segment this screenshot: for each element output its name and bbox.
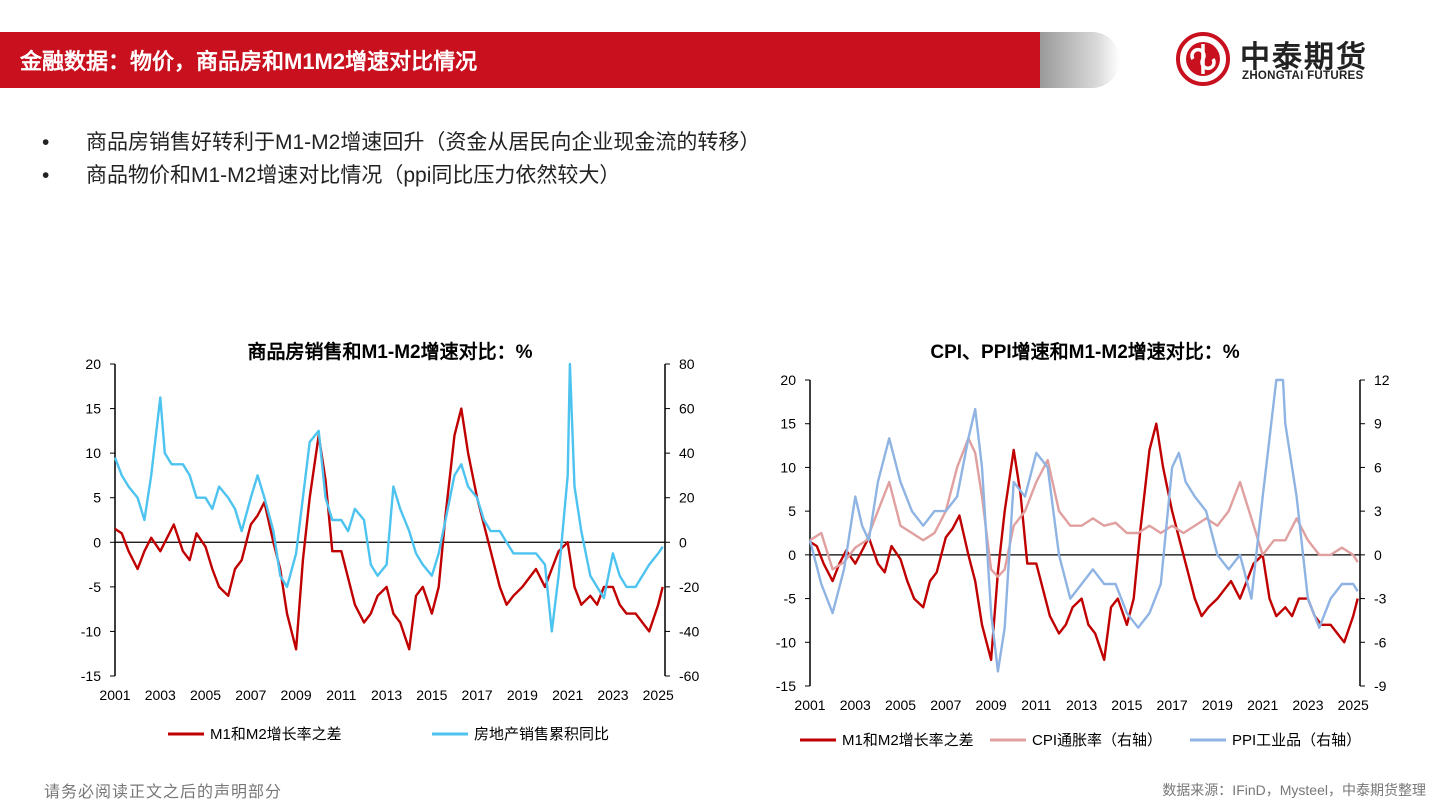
left-tick-label: 5: [93, 490, 101, 506]
right-tick-label: -60: [679, 668, 699, 684]
right-tick-label: 20: [679, 490, 695, 506]
bullet-dot-icon: •: [42, 131, 50, 154]
right-tick-label: 60: [679, 401, 695, 417]
x-tick-label: 2015: [416, 687, 447, 703]
right-tick-label: -3: [1374, 591, 1387, 607]
x-tick-label: 2013: [1066, 697, 1097, 713]
series-line: [809, 422, 1359, 661]
left-tick-label: -15: [81, 668, 101, 684]
x-tick-label: 2021: [552, 687, 583, 703]
right-tick-label: -6: [1374, 634, 1387, 650]
right-tick-label: 12: [1374, 372, 1390, 388]
x-tick-label: 2023: [1292, 697, 1323, 713]
x-tick-label: 2001: [99, 687, 130, 703]
x-tick-label: 2019: [507, 687, 538, 703]
series-line: [808, 378, 1359, 673]
source-text: 数据来源：IFinD，Mysteel，中泰期货整理: [1162, 782, 1426, 798]
left-tick-label: 15: [85, 401, 101, 417]
chart-housing-sales-vs-m1m2: 商品房销售和M1-M2增速对比：%20151050-5-10-158060402…: [81, 340, 700, 743]
bullet-text: 商品房销售好转利于M1-M2增速回升（资金从居民向企业现金流的转移）: [86, 131, 761, 154]
x-tick-label: 2015: [1111, 697, 1142, 713]
bullet-item: • 商品物价和M1-M2增速对比情况（ppi同比压力依然较大）: [42, 159, 760, 192]
bullet-text: 商品物价和M1-M2增速对比情况（ppi同比压力依然较大）: [86, 164, 621, 187]
left-tick-label: 10: [85, 445, 101, 461]
left-tick-label: -10: [776, 634, 796, 650]
x-tick-label: 2011: [326, 687, 356, 703]
x-tick-label: 2017: [1157, 697, 1188, 713]
left-tick-label: 20: [780, 372, 796, 388]
right-tick-label: 40: [679, 445, 695, 461]
left-tick-label: 0: [93, 534, 101, 550]
chart-cpi-ppi-vs-m1m2: CPI、PPI增速和M1-M2增速对比：%20151050-5-10-15129…: [776, 340, 1390, 749]
x-tick-label: 2007: [235, 687, 266, 703]
series-line: [113, 362, 664, 633]
right-tick-label: 6: [1374, 459, 1382, 475]
left-tick-label: -10: [81, 623, 101, 639]
chart-title: CPI、PPI增速和M1-M2增速对比：%: [930, 340, 1239, 363]
x-tick-label: 2009: [975, 697, 1006, 713]
title-bar: [0, 32, 1060, 88]
right-tick-label: 3: [1374, 503, 1382, 519]
x-tick-label: 2025: [643, 687, 674, 703]
disclaimer-text: 请务必阅读正文之后的声明部分: [44, 784, 283, 801]
right-tick-label: 80: [679, 356, 695, 372]
x-tick-label: 2021: [1247, 697, 1278, 713]
legend-label: M1和M2增长率之差: [210, 726, 342, 743]
series-line: [809, 437, 1359, 578]
logo-text-cn: 中泰期货: [1240, 41, 1368, 74]
series-line: [114, 407, 664, 651]
x-tick-label: 2009: [280, 687, 311, 703]
logo-text-en: ZHONGTAI FUTURES: [1242, 70, 1364, 82]
left-tick-label: 0: [788, 547, 796, 563]
legend-label: PPI工业品（右轴）: [1232, 732, 1361, 749]
x-tick-label: 2003: [145, 687, 176, 703]
legend-label: 房地产销售累积同比: [474, 726, 609, 743]
bullet-item: • 商品房销售好转利于M1-M2增速回升（资金从居民向企业现金流的转移）: [42, 126, 760, 159]
x-tick-label: 2019: [1202, 697, 1233, 713]
x-tick-label: 2007: [930, 697, 961, 713]
left-tick-label: 20: [85, 356, 101, 372]
x-tick-label: 2001: [794, 697, 825, 713]
zhongtai-logo-icon: [1176, 32, 1230, 86]
right-tick-label: 9: [1374, 416, 1382, 432]
x-tick-label: 2003: [840, 697, 871, 713]
x-tick-label: 2005: [885, 697, 916, 713]
x-tick-label: 2005: [190, 687, 221, 703]
right-tick-label: -20: [679, 579, 699, 595]
chart-title: 商品房销售和M1-M2增速对比：%: [247, 340, 532, 363]
left-tick-label: 5: [788, 503, 796, 519]
right-tick-label: 0: [1374, 547, 1382, 563]
company-logo: 中泰期货 ZHONGTAI FUTURES: [1176, 30, 1406, 90]
left-tick-label: 15: [780, 416, 796, 432]
x-tick-label: 2025: [1338, 697, 1369, 713]
page-title: 金融数据：物价，商品房和M1M2增速对比情况: [20, 49, 478, 74]
right-tick-label: 0: [679, 534, 687, 550]
left-tick-label: -5: [89, 579, 102, 595]
legend-label: M1和M2增长率之差: [842, 732, 974, 749]
x-tick-label: 2011: [1021, 697, 1051, 713]
right-tick-label: -9: [1374, 678, 1387, 694]
bullet-list: • 商品房销售好转利于M1-M2增速回升（资金从居民向企业现金流的转移） • 商…: [42, 126, 760, 192]
left-tick-label: 10: [780, 459, 796, 475]
x-tick-label: 2017: [462, 687, 493, 703]
left-tick-label: -15: [776, 678, 796, 694]
legend-label: CPI通胀率（右轴）: [1032, 732, 1162, 749]
bullet-dot-icon: •: [42, 164, 50, 187]
title-bar-shadow: [1040, 32, 1120, 88]
x-tick-label: 2023: [597, 687, 628, 703]
right-tick-label: -40: [679, 623, 699, 639]
left-tick-label: -5: [784, 591, 797, 607]
x-tick-label: 2013: [371, 687, 402, 703]
